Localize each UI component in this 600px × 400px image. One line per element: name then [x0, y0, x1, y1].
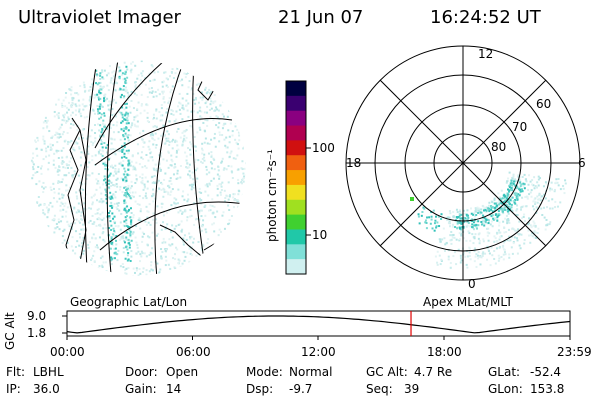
apex-caption: Apex MLat/MLT	[423, 295, 513, 309]
colorbar-cell	[286, 170, 306, 186]
colorbar-cell	[286, 184, 306, 201]
mlt-label-0: 0	[468, 277, 476, 291]
date-label: 21 Jun 07	[278, 7, 364, 28]
colorbar-cell	[286, 125, 306, 141]
colorbar-cell	[286, 140, 306, 156]
gcalt-label: GC Alt:	[366, 365, 408, 379]
grid-line	[106, 60, 119, 276]
timeline-xtick: 12:00	[301, 345, 336, 359]
colorbar-cell	[286, 155, 306, 171]
door-value: Open	[166, 365, 199, 379]
mlt-label-6: 6	[578, 156, 586, 170]
colorbar-tick-100: 100	[312, 141, 335, 155]
colorbar-tick-10: 10	[312, 228, 328, 242]
grid-line	[94, 117, 233, 166]
seq-label: Seq:	[366, 382, 393, 396]
grid-line	[84, 65, 97, 276]
grid-line	[99, 201, 246, 251]
timeline-ytick-bottom: 1.8	[27, 326, 47, 340]
flt-value: LBHL	[33, 365, 64, 379]
colorbar-cell	[286, 199, 306, 216]
colorbar-cell	[286, 110, 306, 127]
coastline	[79, 129, 87, 263]
dsp-value: -9.7	[289, 382, 313, 396]
gcalt-value: 4.7 Re	[414, 365, 453, 379]
colorbar-cell	[286, 259, 306, 275]
timeline-plot	[62, 310, 571, 340]
geographic-image	[29, 59, 247, 277]
timeline-xtick: 06:00	[176, 345, 211, 359]
door-label: Door:	[125, 365, 158, 379]
timeline-xtick: 00:00	[50, 345, 85, 359]
gain-label: Gain:	[125, 382, 157, 396]
colorbar-cell	[286, 95, 306, 112]
mode-value: Normal	[289, 365, 333, 379]
polar-diagonal	[379, 79, 547, 247]
colorbar-cell	[286, 214, 306, 231]
timeline-ylabel: GC Alt	[3, 312, 17, 350]
colorbar-cell	[286, 229, 306, 245]
lat-label-60: 60	[536, 97, 552, 111]
coastline	[65, 117, 81, 271]
glon-value: 153.8	[530, 382, 565, 396]
altitude-curve	[66, 315, 571, 334]
grid-line	[94, 60, 166, 149]
app-title: Ultraviolet Imager	[18, 7, 181, 28]
flt-label: Flt:	[6, 365, 25, 379]
coastline	[203, 243, 237, 263]
colorbar-label: photon cm⁻²s⁻¹	[265, 149, 279, 242]
gain-value: 14	[166, 382, 182, 396]
mlt-label-12: 12	[478, 47, 494, 61]
colorbar	[285, 80, 311, 275]
polar-plot	[345, 45, 581, 281]
ip-label: IP:	[6, 382, 21, 396]
mode-label: Mode:	[246, 365, 283, 379]
ip-value: 36.0	[33, 382, 60, 396]
mlt-label-18: 18	[346, 156, 362, 170]
glon-label: GLon:	[488, 382, 523, 396]
colorbar-cell	[286, 81, 306, 97]
timeline-xtick: 18:00	[427, 345, 462, 359]
lat-label-80: 80	[491, 140, 507, 154]
grid-line	[154, 60, 187, 276]
colorbar-cell	[286, 244, 306, 260]
seq-value: 39	[404, 382, 420, 396]
timeline-xtick: 23:59	[557, 345, 592, 359]
dsp-label: Dsp:	[246, 382, 274, 396]
geographic-caption: Geographic Lat/Lon	[70, 295, 188, 309]
glat-label: GLat:	[488, 365, 521, 379]
time-label: 16:24:52 UT	[430, 7, 541, 28]
lat-label-70: 70	[512, 120, 528, 134]
glat-value: -52.4	[530, 365, 562, 379]
timeline-ytick-top: 9.0	[27, 309, 47, 323]
